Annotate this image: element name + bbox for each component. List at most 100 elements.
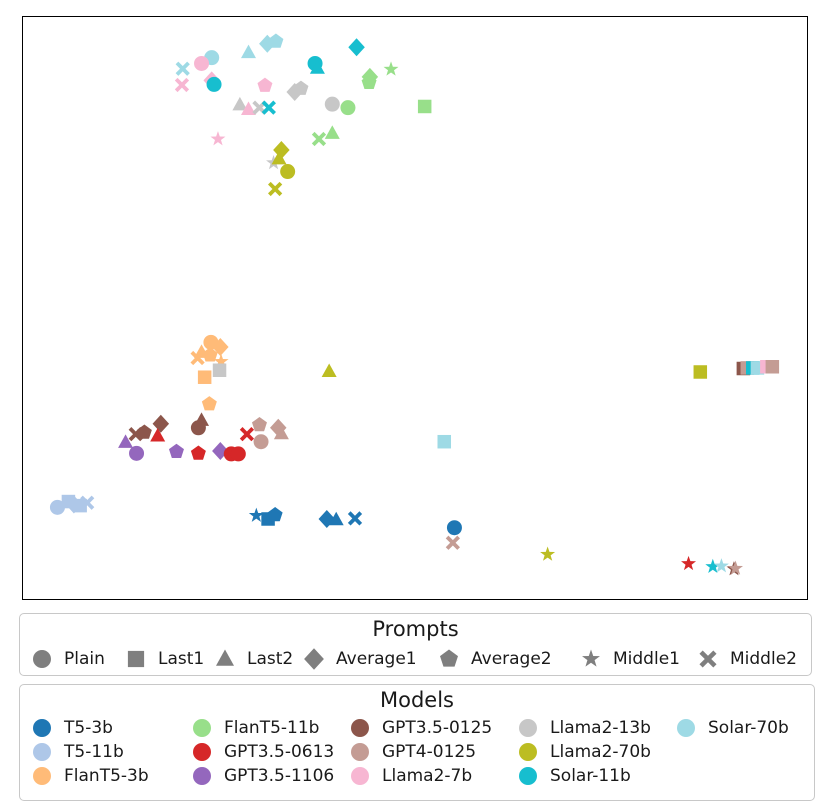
point-solar-11b-last2 xyxy=(309,60,325,74)
point-solar-70b-average2 xyxy=(268,33,284,48)
point-flant5-3b-average1 xyxy=(212,338,229,357)
point-flant5-3b-average2 xyxy=(202,347,218,362)
point-gpt3-5-1106-plain xyxy=(129,445,145,461)
legend-prompt-label: Average2 xyxy=(471,649,552,669)
point-t5-3b-middle2 xyxy=(347,511,363,526)
legend-model-solar-70b: Solar-70b xyxy=(674,717,789,739)
point-gpt4-0125-average2 xyxy=(251,416,267,432)
point-t5-3b-middle1 xyxy=(248,507,264,522)
point-t5-3b-last2 xyxy=(328,511,344,526)
point-gpt3-5-0125-average1 xyxy=(152,414,170,433)
point-gpt3-5-0613-middle1 xyxy=(681,555,697,571)
point-flant5-3b-middle2 xyxy=(190,350,205,366)
point-gpt3-5-0613-plain xyxy=(230,446,246,462)
legend-model-gpt3-5-1106: GPT3.5-1106 xyxy=(190,765,334,787)
point-gpt4-0125-average1 xyxy=(270,418,287,437)
point-flant5-11b-average2 xyxy=(361,74,377,90)
legend-model-llama2-13b: Llama2-13b xyxy=(516,717,651,739)
point-llama2-70b-last2 xyxy=(321,363,337,378)
point-llama2-70b-middle2 xyxy=(268,181,283,197)
legend-prompt-middle1: Middle1 xyxy=(579,648,680,670)
point-solar-11b-middle1 xyxy=(705,558,721,573)
point-flant5-3b-average2 xyxy=(201,396,217,411)
legend-model-gpt3-5-0613: GPT3.5-0613 xyxy=(190,741,334,763)
point-solar-70b-last1 xyxy=(437,434,452,449)
legend-model-label: Solar-70b xyxy=(708,718,789,738)
point-llama2-7b-average2 xyxy=(257,77,273,92)
circle-swatch-icon xyxy=(351,719,369,737)
prompts-legend-title: Prompts xyxy=(372,617,459,641)
pentagon-marker-icon xyxy=(440,649,458,667)
legend-model-gpt3-5-0125: GPT3.5-0125 xyxy=(348,717,492,739)
legend-model-llama2-70b: Llama2-70b xyxy=(516,741,651,763)
legend-prompt-average1: Average1 xyxy=(302,648,417,670)
point-gpt4-0125-last1 xyxy=(765,360,780,374)
point-llama2-13b-average1 xyxy=(286,82,303,101)
point-solar-11b-plain xyxy=(206,76,222,92)
point-llama2-70b-last2 xyxy=(271,150,287,165)
square-marker-icon xyxy=(127,650,145,668)
circle-swatch-icon xyxy=(351,743,369,761)
circle-swatch-icon xyxy=(193,719,211,737)
legend-model-label: GPT4-0125 xyxy=(382,742,477,762)
point-flant5-11b-plain xyxy=(340,100,356,116)
triangle-marker-icon xyxy=(216,649,234,666)
point-flant5-11b-last1 xyxy=(417,99,432,114)
point-llama2-70b-middle1 xyxy=(540,546,556,561)
circle-swatch-icon xyxy=(677,719,695,737)
point-llama2-13b-plain xyxy=(324,96,340,112)
legend-model-label: FlanT5-3b xyxy=(64,766,149,786)
legend-prompt-label: Average1 xyxy=(336,649,417,669)
circle-swatch-icon xyxy=(519,767,537,785)
point-gpt3-5-0613-average2 xyxy=(190,445,206,460)
circle-swatch-icon xyxy=(33,719,51,737)
legend-model-gpt4-0125: GPT4-0125 xyxy=(348,741,476,763)
point-t5-3b-plain xyxy=(446,520,462,536)
legend-model-flant5-11b: FlanT5-11b xyxy=(190,717,319,739)
point-gpt3-5-1106-last2 xyxy=(118,434,134,448)
legend-prompt-label: Middle2 xyxy=(730,649,797,669)
point-llama2-7b-last2 xyxy=(241,101,256,115)
point-llama2-13b-last2 xyxy=(232,96,248,111)
legend-model-label: T5-3b xyxy=(64,718,113,738)
point-gpt4-0125-middle1 xyxy=(728,560,744,575)
circle-swatch-icon xyxy=(33,743,51,761)
star-marker-icon xyxy=(582,649,600,667)
point-llama2-7b-middle1 xyxy=(210,131,226,146)
point-t5-11b-last1 xyxy=(73,498,87,513)
point-llama2-70b-plain xyxy=(280,164,296,180)
circle-swatch-icon xyxy=(193,743,211,761)
legend-model-label: Llama2-7b xyxy=(382,766,473,786)
point-solar-70b-middle1 xyxy=(713,558,729,573)
legend-prompt-plain: Plain xyxy=(30,648,105,670)
point-solar-70b-middle2 xyxy=(175,61,190,76)
legend-model-label: FlanT5-11b xyxy=(224,718,320,738)
point-gpt4-0125-plain xyxy=(253,434,269,450)
point-gpt3-5-1106-average2 xyxy=(168,443,184,458)
point-llama2-7b-plain xyxy=(194,55,210,71)
legend-prompt-average2: Average2 xyxy=(437,648,552,670)
point-llama2-70b-last1 xyxy=(693,365,708,379)
point-flant5-11b-middle1 xyxy=(383,61,399,76)
legend-prompt-label: Last2 xyxy=(247,649,294,669)
legend-model-t5-11b: T5-11b xyxy=(30,741,124,763)
point-gpt4-0125-last2 xyxy=(273,425,289,440)
prompts-legend: Prompts Plain Last1 Last2 Average1 Average2 M… xyxy=(19,613,812,676)
x-marker-icon xyxy=(699,650,717,668)
legend-model-label: Llama2-70b xyxy=(550,742,651,762)
legend-model-solar-11b: Solar-11b xyxy=(516,765,631,787)
circle-marker-icon xyxy=(33,650,51,668)
legend-model-label: T5-11b xyxy=(64,742,124,762)
circle-swatch-icon xyxy=(193,767,211,785)
point-flant5-3b-last2 xyxy=(194,344,210,358)
circle-swatch-icon xyxy=(519,743,537,761)
point-llama2-7b-middle2 xyxy=(174,77,190,93)
point-gpt3-5-0125-last2 xyxy=(194,412,210,426)
point-gpt3-5-0125-average2 xyxy=(136,424,152,439)
legend-prompt-label: Plain xyxy=(64,649,105,669)
point-flant5-11b-last2 xyxy=(324,125,340,139)
point-gpt3-5-0613-last2 xyxy=(150,428,166,442)
point-t5-3b-average2 xyxy=(267,507,283,522)
point-t5-11b-plain xyxy=(49,499,65,515)
point-flant5-3b-middle1 xyxy=(213,353,229,368)
